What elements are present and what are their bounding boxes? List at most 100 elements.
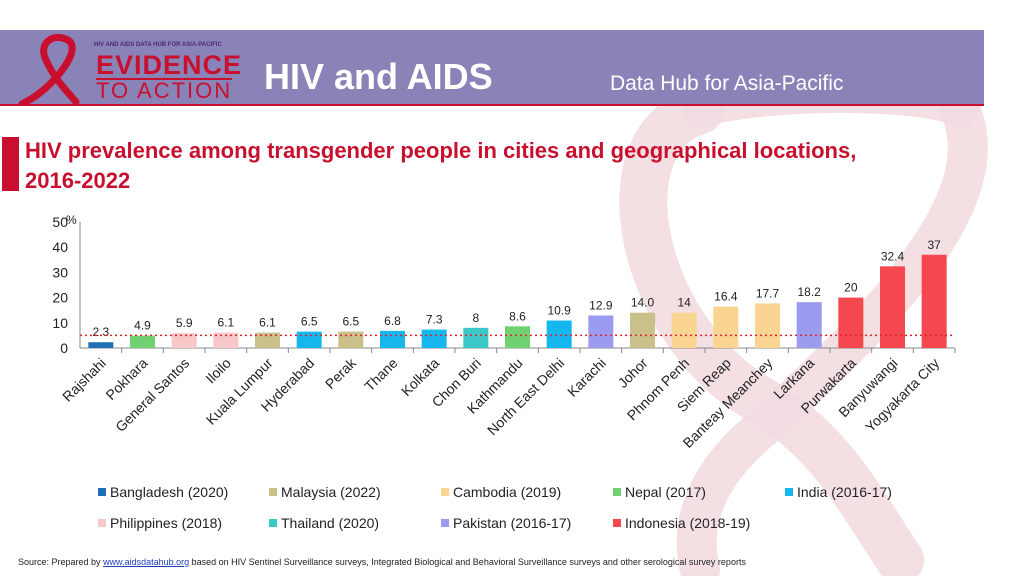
bar (380, 330, 405, 348)
legend-item: Pakistan (2016-17) (441, 515, 571, 531)
chart-title: HIV prevalence among transgender people … (25, 138, 857, 193)
legend-swatch (785, 488, 793, 496)
data-label: 37 (927, 238, 941, 252)
legend-item: Philippines (2018) (98, 515, 222, 531)
data-label: 17.7 (756, 286, 780, 300)
data-label: 6.8 (384, 314, 401, 328)
data-label: 6.5 (301, 315, 318, 329)
bar (463, 327, 489, 348)
legend-swatch (98, 488, 106, 496)
data-label: 10.9 (547, 304, 571, 318)
y-tick-label: 50 (52, 214, 68, 230)
x-tick-label: General Santos (112, 355, 192, 435)
logo-to-action: TO ACTION (96, 78, 233, 103)
x-tick-label: Iloilo (202, 355, 234, 387)
legend-item: Thailand (2020) (269, 515, 379, 531)
bar (296, 331, 322, 348)
data-label: 8.6 (509, 309, 526, 323)
x-tick-label: Karachi (564, 355, 609, 400)
legend-swatch (613, 519, 621, 527)
title-accent-bar (2, 137, 19, 191)
bar (421, 329, 447, 348)
bar (255, 332, 280, 348)
y-tick-label: 20 (52, 290, 68, 306)
legend-swatch (98, 519, 106, 527)
bar (130, 335, 155, 348)
data-label: 14 (677, 296, 691, 310)
bar (171, 333, 197, 348)
header-subtitle: Data Hub for Asia-Pacific (610, 72, 844, 95)
logo-small-text: HIV AND AIDS DATA HUB FOR ASIA-PACIFIC (94, 42, 222, 48)
data-label: 4.9 (134, 319, 151, 333)
legend-label: India (2016-17) (797, 484, 892, 500)
bar (755, 303, 780, 348)
legend-swatch (269, 519, 277, 527)
x-tick-label: Perak (322, 354, 360, 392)
logo[interactable]: HIV AND AIDS DATA HUB FOR ASIA-PACIFIC E… (16, 34, 246, 106)
legend-swatch (269, 488, 277, 496)
source-note: Source: Prepared by www.aidsdatahub.org … (18, 557, 746, 567)
bar (588, 315, 614, 348)
y-tick-label: 40 (52, 239, 68, 255)
legend-swatch (613, 488, 621, 496)
bar (838, 297, 864, 348)
legend-item: Nepal (2017) (613, 484, 706, 500)
x-tick-label: North East Delhi (484, 355, 567, 438)
y-tick-label: 30 (52, 264, 68, 280)
source-prefix: Source: Prepared by (18, 557, 101, 567)
x-tick-label: Johor (615, 355, 651, 391)
data-label: 6.1 (259, 316, 276, 330)
legend-swatch (441, 519, 449, 527)
bar (671, 312, 697, 348)
legend-swatch (441, 488, 449, 496)
bar-chart: 01020304050%2.3Rajshahi4.9Pokhara5.9Gene… (52, 213, 956, 451)
legend-item: Malaysia (2022) (269, 484, 381, 500)
x-tick-label: Rajshahi (59, 355, 109, 405)
bar (630, 312, 655, 348)
bar (921, 254, 947, 348)
bar (546, 320, 572, 348)
x-tick-label: Yogyakarta City (862, 355, 942, 435)
bar (213, 332, 239, 348)
logo-evidence: EVIDENCE (96, 50, 243, 80)
legend-label: Malaysia (2022) (281, 484, 381, 500)
legend-label: Pakistan (2016-17) (453, 515, 572, 531)
bar (505, 326, 530, 348)
legend-label: Thailand (2020) (281, 515, 380, 531)
bar (713, 306, 739, 348)
data-label: 16.4 (714, 290, 738, 304)
legend-item: India (2016-17) (785, 484, 892, 500)
legend-label: Bangladesh (2020) (110, 484, 229, 500)
bar (88, 342, 114, 348)
legend-label: Cambodia (2019) (453, 484, 562, 500)
bar (880, 266, 905, 348)
red-ribbon-icon (18, 34, 80, 106)
bar (796, 302, 822, 348)
data-label: 12.9 (589, 298, 613, 312)
legend-label: Nepal (2017) (625, 484, 706, 500)
data-label: 20 (844, 281, 858, 295)
legend-label: Philippines (2018) (110, 515, 223, 531)
data-label: 2.3 (92, 325, 109, 339)
y-tick-label: 10 (52, 315, 68, 331)
legend-item: Indonesia (2018-19) (613, 515, 750, 531)
data-label: 5.9 (176, 316, 193, 330)
legend-label: Indonesia (2018-19) (625, 515, 751, 531)
bar (338, 331, 364, 348)
data-label: 6.1 (217, 316, 234, 330)
x-tick-label: Thane (361, 355, 401, 395)
header-banner: HIV AND AIDS DATA HUB FOR ASIA-PACIFIC E… (0, 30, 984, 106)
y-axis-label: % (66, 213, 77, 227)
legend-item: Bangladesh (2020) (98, 484, 228, 500)
legend-item: Cambodia (2019) (441, 484, 561, 500)
header-title: HIV and AIDS (264, 56, 493, 97)
data-label: 14.0 (631, 296, 655, 310)
data-label: 6.5 (342, 315, 359, 329)
data-label: 18.2 (797, 285, 821, 299)
source-suffix: based on HIV Sentinel Surveillance surve… (191, 557, 746, 567)
data-label: 32.4 (881, 249, 905, 263)
y-tick-label: 0 (60, 340, 68, 356)
data-label: 7.3 (426, 313, 443, 327)
source-link[interactable]: www.aidsdatahub.org (103, 557, 190, 567)
data-label: 8 (472, 311, 479, 325)
